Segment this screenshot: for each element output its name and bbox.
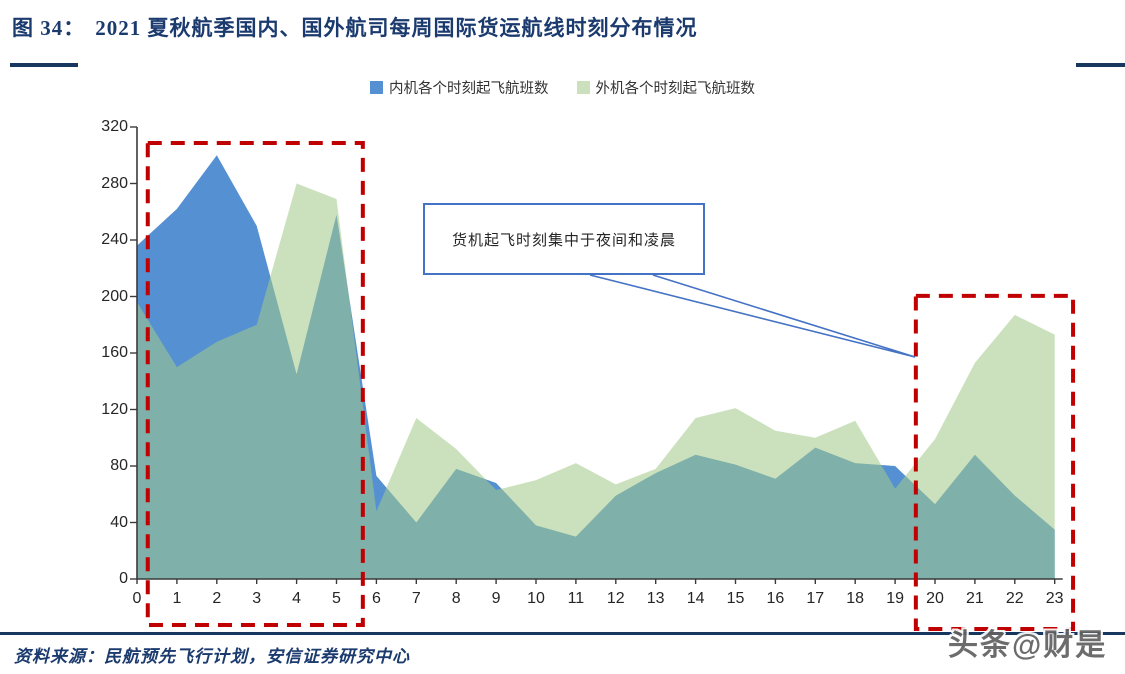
callout-pointer-line <box>589 274 916 358</box>
y-tick-label: 80 <box>110 457 128 474</box>
y-tick-label: 160 <box>101 344 128 361</box>
legend-item-foreign: 外机各个时刻起飞航班数 <box>576 77 756 98</box>
x-tick-label: 23 <box>1045 590 1064 607</box>
x-tick-label: 16 <box>766 590 785 607</box>
x-tick-label: 19 <box>886 590 904 607</box>
legend-swatch-foreign <box>576 81 590 94</box>
legend-item-domestic: 内机各个时刻起飞航班数 <box>370 77 549 98</box>
source-line: 资料来源：民航预先飞行计划，安信证券研究中心 <box>14 642 410 667</box>
source-text: 资料来源：民航预先飞行计划，安信证券研究中心 <box>14 647 410 666</box>
x-tick-label: 8 <box>451 590 461 607</box>
legend-swatch-domestic <box>370 81 383 94</box>
x-tick-label: 6 <box>371 590 381 607</box>
figure-title: 2021 夏秋航季国内、国外航司每周国际货运航线时刻分布情况 <box>95 16 698 40</box>
figure-title-row: 图 34： 2021 夏秋航季国内、国外航司每周国际货运航线时刻分布情况 <box>12 12 1112 42</box>
x-tick-label: 4 <box>292 590 302 607</box>
x-tick-label: 21 <box>965 590 984 607</box>
header-rule-right <box>1076 63 1125 67</box>
x-tick-label: 20 <box>926 590 944 607</box>
x-tick-label: 0 <box>132 590 142 607</box>
x-tick-label: 7 <box>411 590 421 607</box>
x-tick-label: 13 <box>646 590 665 607</box>
x-tick-label: 11 <box>567 590 585 607</box>
x-tick-label: 22 <box>1005 590 1024 607</box>
y-tick-label: 320 <box>101 118 128 135</box>
highlight-box-evening-hours <box>913 293 1076 632</box>
x-tick-label: 17 <box>806 590 825 607</box>
x-tick-label: 14 <box>686 590 705 607</box>
header-rule-left <box>10 63 78 67</box>
annotation-text: 货机起飞时刻集中于夜间和凌晨 <box>451 231 676 249</box>
x-tick-label: 5 <box>332 590 341 607</box>
y-tick-label: 120 <box>101 400 128 418</box>
chart-legend: 内机各个时刻起飞航班数 外机各个时刻起飞航班数 <box>0 77 1125 98</box>
area-chart <box>130 126 1076 632</box>
x-tick-label: 10 <box>527 590 545 607</box>
watermark: 头条@财是 <box>948 629 1108 662</box>
y-tick-label: 200 <box>101 287 128 305</box>
legend-label-domestic: 内机各个时刻起飞航班数 <box>389 81 549 97</box>
x-tick-label: 2 <box>212 590 222 607</box>
x-tick-label: 9 <box>491 590 501 607</box>
y-tick-label: 0 <box>119 570 128 587</box>
y-tick-label: 240 <box>101 231 128 248</box>
callout-pointer-line <box>652 274 916 358</box>
x-tick-label: 1 <box>172 590 182 607</box>
figure-number-label: 图 34： <box>12 16 86 40</box>
highlight-box-night-early-morning-hours <box>145 140 365 628</box>
y-tick-label: 280 <box>101 174 128 192</box>
foreign-series-area <box>137 183 1055 579</box>
y-tick-label: 40 <box>110 513 128 531</box>
x-tick-label: 3 <box>252 590 262 607</box>
annotation-callout: 货机起飞时刻集中于夜间和凌晨 <box>423 203 705 275</box>
x-tick-label: 18 <box>846 590 865 607</box>
x-tick-label: 12 <box>606 590 625 607</box>
legend-label-foreign: 外机各个时刻起飞航班数 <box>595 81 756 97</box>
x-tick-label: 15 <box>726 590 745 607</box>
footer-rule <box>0 632 1125 635</box>
